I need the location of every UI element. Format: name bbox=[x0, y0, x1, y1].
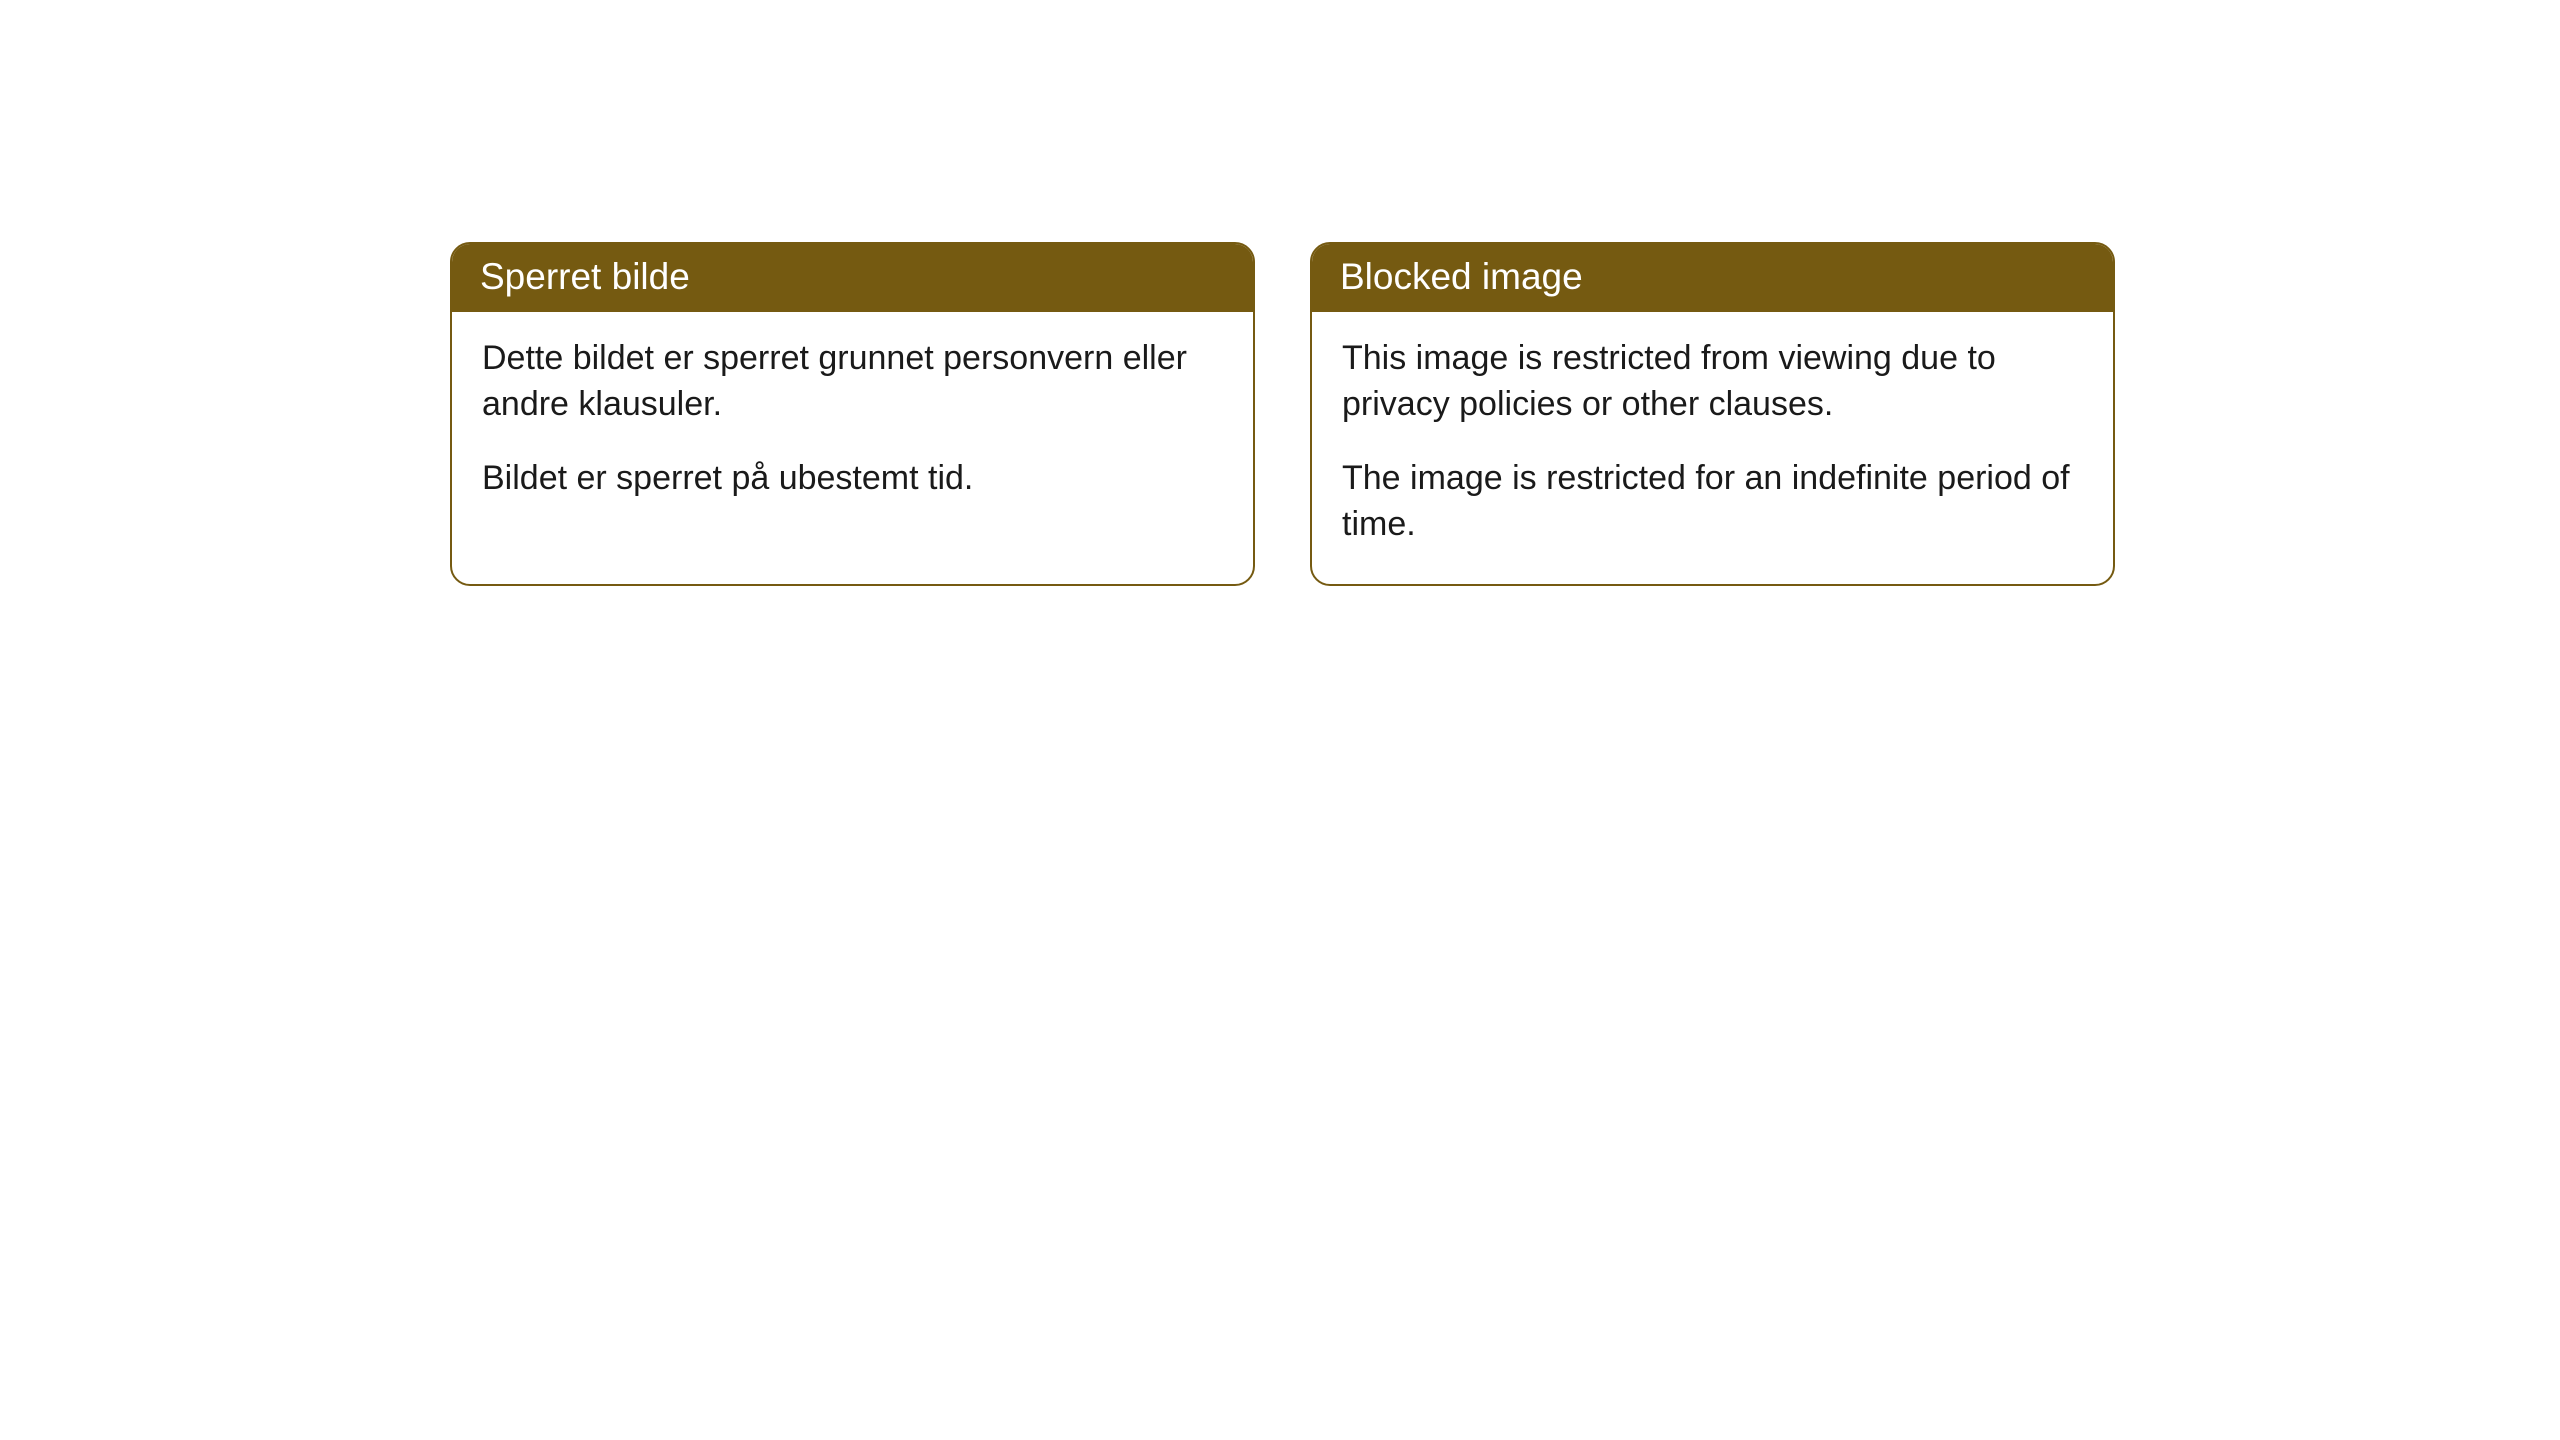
card-paragraph: This image is restricted from viewing du… bbox=[1342, 336, 2083, 428]
notice-card-english: Blocked image This image is restricted f… bbox=[1310, 242, 2115, 586]
card-paragraph: Bildet er sperret på ubestemt tid. bbox=[482, 456, 1223, 502]
card-paragraph: Dette bildet er sperret grunnet personve… bbox=[482, 336, 1223, 428]
notice-card-norwegian: Sperret bilde Dette bildet er sperret gr… bbox=[450, 242, 1255, 586]
card-header: Sperret bilde bbox=[452, 244, 1253, 312]
card-title: Blocked image bbox=[1340, 256, 1583, 297]
notice-cards-container: Sperret bilde Dette bildet er sperret gr… bbox=[0, 0, 2560, 586]
card-body: Dette bildet er sperret grunnet personve… bbox=[452, 312, 1253, 538]
card-paragraph: The image is restricted for an indefinit… bbox=[1342, 456, 2083, 548]
card-body: This image is restricted from viewing du… bbox=[1312, 312, 2113, 584]
card-title: Sperret bilde bbox=[480, 256, 690, 297]
card-header: Blocked image bbox=[1312, 244, 2113, 312]
